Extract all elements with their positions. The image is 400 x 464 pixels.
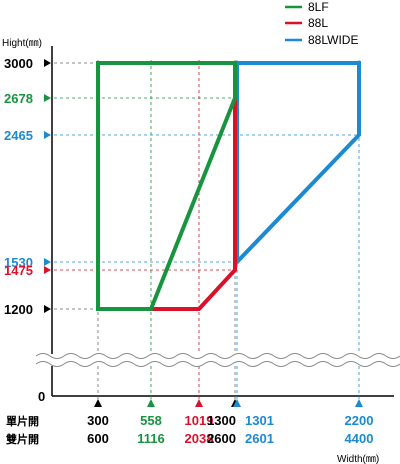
x-tick-label-single-2200: 2200 [345,413,374,428]
x-tick-arrow-300 [94,399,102,407]
x-tick-label-double-1116: 1116 [137,431,165,446]
series-8lf [96,61,237,311]
y-tick-label-3000: 3000 [4,56,33,71]
x-tick-arrow-1019 [195,399,203,407]
y-tick-arrow-1475 [44,266,51,274]
y-tick-arrow-2465 [44,131,51,139]
axes [51,46,394,397]
y-tick-label-1530: 1530 [4,255,33,270]
y-axis-title: Hight(㎜) [2,38,42,49]
x-tick-arrow-558 [147,399,155,407]
legend-label-8lf: 8LF [308,0,329,14]
x-row-label-double: 雙片開 [6,432,39,446]
x-tick-label-single-1301: 1301 [245,413,274,428]
y-tick-arrow-3000 [44,59,51,67]
x-tick-arrow-2200 [355,399,363,407]
x-tick-label-double-2601: 2601 [245,431,274,446]
axis-break-line-bottom [35,361,400,367]
y-tick-label-1475: 1475 [4,263,33,278]
y-tick-label-1200: 1200 [4,302,33,317]
axis-break-line-top [35,353,400,359]
x-tick-arrow-1301 [233,399,241,407]
y-origin-label: 0 [38,389,45,404]
y-tick-arrow-1530 [44,258,51,266]
x-tick-label-double-2600: 2600 [207,431,236,446]
y-tick-label-2465: 2465 [4,128,33,143]
y-tick-arrow-2678 [44,94,51,102]
y-tick-label-2678: 2678 [4,91,33,106]
x-tick-label-double-2038: 2038 [185,431,214,446]
x-tick-label-single-1019: 1019 [185,413,214,428]
series-88lwide [235,61,361,267]
x-ticks: 300 600 558 1116 1019 2038 1300 2600 1301 2601 220… [87,399,373,446]
legend-label-88l: 88L [308,16,328,30]
x-row-label-single: 單片開 [6,414,39,428]
x-tick-label-single-558: 558 [140,413,162,428]
x-tick-label-double-4400: 4400 [345,431,374,446]
series-layer [96,61,361,311]
x-tick-label-single-300: 300 [87,413,109,428]
x-axis-title: Width(㎜) [337,454,379,464]
legend: 8LF 88L 88LWIDE [285,0,358,47]
axis-break [35,353,400,367]
axis-break-mask [36,354,400,366]
x-tick-label-double-600: 600 [87,431,109,446]
y-tick-arrow-1200 [44,305,51,313]
legend-label-88lwide: 88LWIDE [308,33,358,47]
x-tick-label-single-1300: 1300 [207,413,236,428]
